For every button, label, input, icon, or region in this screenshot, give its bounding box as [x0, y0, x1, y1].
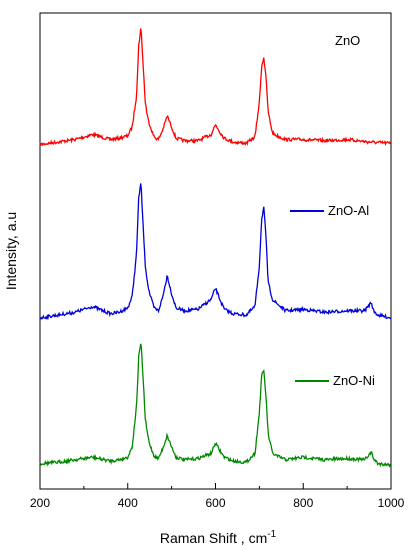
series-line-zno-al	[40, 183, 392, 321]
x-tick-label: 200	[30, 496, 50, 510]
legend-label-zno-al: ZnO-Al	[328, 203, 369, 218]
x-tick-label: 600	[205, 496, 225, 510]
series-layer	[39, 28, 392, 468]
x-tick-label: 800	[293, 496, 313, 510]
x-ticks: 200 400 600 800 1000	[30, 483, 405, 510]
y-axis-title: Intensity, a.u	[3, 212, 19, 290]
x-axis-title: Raman Shift , cm-1	[160, 529, 277, 546]
x-tick-label: 1000	[378, 496, 405, 510]
legend-label-zno-ni: ZnO-Ni	[333, 373, 375, 388]
x-axis-title-superscript: -1	[267, 529, 276, 540]
x-tick-label: 400	[118, 496, 138, 510]
legend-label-zno: ZnO	[335, 33, 360, 48]
series-line-zno-ni	[39, 343, 391, 468]
plot-frame	[39, 12, 392, 490]
series-line-zno	[39, 28, 391, 147]
legend: ZnO ZnO-Al ZnO-Ni	[290, 33, 375, 388]
